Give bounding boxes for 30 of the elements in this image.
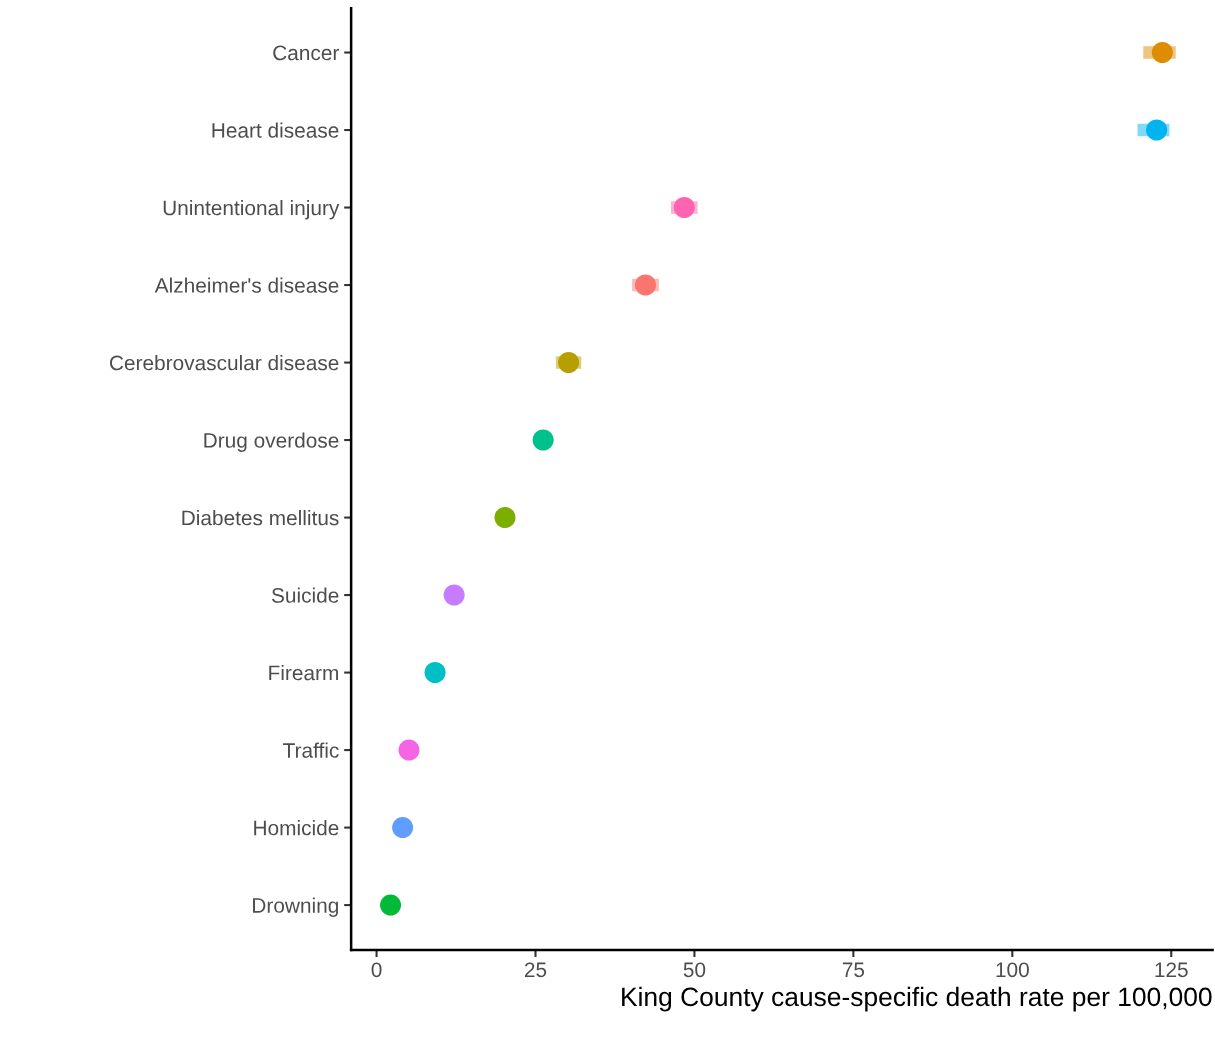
- y-tick-label: Diabetes mellitus: [182, 510, 339, 526]
- y-tick-label: Drug overdose: [204, 432, 339, 452]
- point: [532, 429, 554, 451]
- y-tick-label: Drowning: [253, 897, 338, 917]
- point: [673, 197, 695, 219]
- y-tick-label: Unintentional injury: [163, 199, 340, 220]
- point: [380, 894, 402, 916]
- y-tick-label: Cancer: [273, 45, 339, 61]
- y-tick-label: Alzheimer's disease: [154, 277, 339, 293]
- x-tick-label: 50: [683, 962, 706, 978]
- y-tick-label: Firearm: [269, 665, 338, 681]
- point: [443, 584, 465, 606]
- point: [494, 507, 516, 529]
- y-tick-label: Cerebrovascular disease: [109, 355, 339, 371]
- y-tick-label: Homicide: [254, 820, 339, 836]
- point: [398, 739, 420, 761]
- point: [392, 817, 414, 839]
- y-tick-label: Suicide: [271, 587, 339, 603]
- y-tick-label: Heart disease: [212, 122, 339, 138]
- x-axis-title: King County cause-specific death rate per 100,000: [622, 986, 1212, 1012]
- x-tick-label: 0: [371, 962, 382, 978]
- x-tick-label: 75: [842, 962, 865, 978]
- point: [1146, 119, 1168, 141]
- y-tick-label: Traffic: [283, 742, 339, 758]
- point: [558, 352, 580, 374]
- point: [1151, 42, 1173, 64]
- x-tick-label: 25: [524, 962, 547, 978]
- point: [424, 662, 446, 684]
- x-tick-label: 125: [1155, 962, 1188, 978]
- x-tick-label: 100: [996, 962, 1029, 978]
